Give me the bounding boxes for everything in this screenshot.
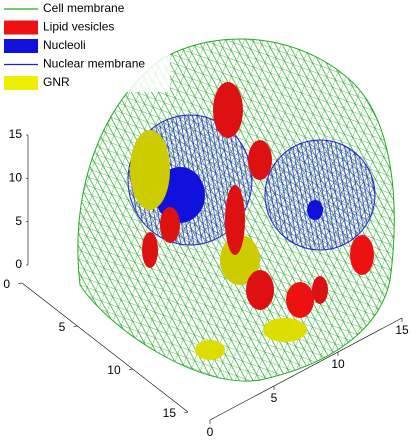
gnr xyxy=(263,318,307,342)
vesicle xyxy=(160,207,180,243)
tick-label: 0 xyxy=(207,425,214,439)
tick-label: 5 xyxy=(271,391,278,405)
vesicle xyxy=(286,282,314,318)
tick-label: 15 xyxy=(163,406,177,420)
legend-label: Nucleoli xyxy=(43,38,86,52)
vesicle xyxy=(142,232,158,268)
legend: Cell membrane Lipid vesicles Nucleoli Nucle… xyxy=(0,0,170,92)
legend-patch xyxy=(4,21,38,35)
tick-mark xyxy=(74,326,78,327)
legend-patch xyxy=(4,76,38,90)
tick-label: 15 xyxy=(395,323,409,337)
tick-label: 10 xyxy=(9,171,23,185)
legend-label: Nuclear membrane xyxy=(43,57,145,71)
vesicle xyxy=(248,140,272,180)
gnr xyxy=(130,130,170,210)
legend-label: Lipid vesicles xyxy=(43,20,114,34)
tick-mark xyxy=(18,283,22,284)
vesicle xyxy=(350,235,374,275)
tick-label: 5 xyxy=(15,214,22,228)
legend-label: GNR xyxy=(43,75,70,89)
nucleus xyxy=(265,140,375,250)
tick-label: 10 xyxy=(107,363,121,377)
tick-label: 0 xyxy=(15,257,22,271)
tick-label: 10 xyxy=(331,357,345,371)
tick-label: 15 xyxy=(9,127,23,141)
tick-label: 5 xyxy=(59,320,66,334)
legend-label: Cell membrane xyxy=(43,1,125,15)
legend-patch xyxy=(4,39,38,53)
chart: Cell membrane Lipid vesicles Nucleoli Nucle… xyxy=(0,0,417,441)
vesicle xyxy=(312,276,328,304)
vesicle xyxy=(225,185,245,255)
tick-label: 0 xyxy=(3,277,10,291)
vesicle xyxy=(213,82,243,138)
vesicle xyxy=(246,270,274,310)
tick-mark xyxy=(129,369,133,370)
gnr xyxy=(195,340,225,360)
tick-mark xyxy=(184,412,188,413)
nucleolus xyxy=(307,200,323,220)
